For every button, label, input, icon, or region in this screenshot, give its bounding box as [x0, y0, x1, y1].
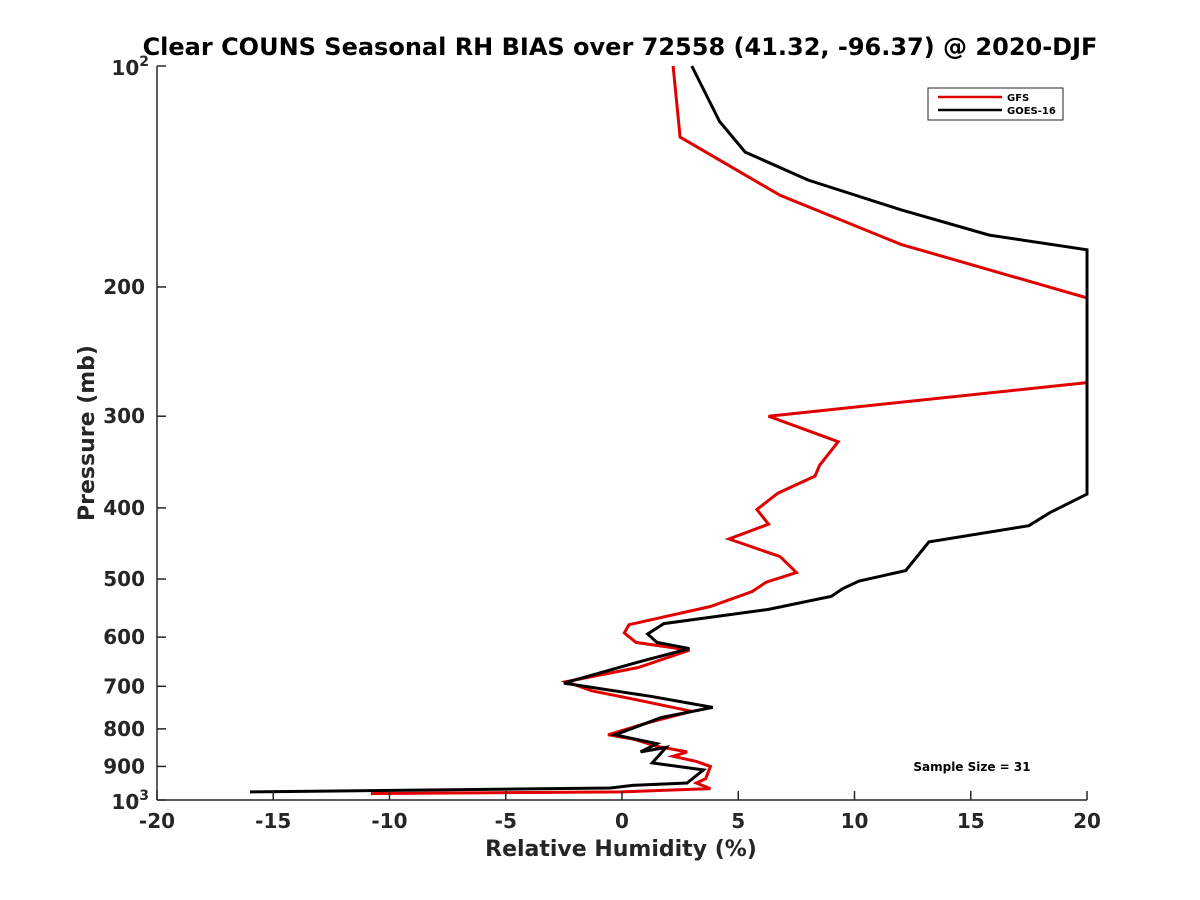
- y-axis-label: Pressure (mb): [75, 345, 100, 521]
- legend: GFS GOES-16: [927, 87, 1064, 121]
- y-tick-label: 103: [111, 788, 149, 814]
- series-layer: [249, 65, 1089, 796]
- x-tick-label: 5: [731, 809, 745, 833]
- x-tick-label: -10: [371, 809, 407, 833]
- x-tick-label: 10: [841, 809, 869, 833]
- y-tick-label: 300: [103, 404, 145, 428]
- x-tick-label: -15: [255, 809, 291, 833]
- x-ticks: -20 -15 -10 -5 0 5 10 15 20: [139, 791, 1101, 833]
- y-tick-label: 700: [103, 674, 145, 698]
- y-tick-label: 900: [103, 754, 145, 778]
- x-tick-label: -20: [139, 809, 175, 833]
- x-tick-label: -5: [495, 809, 517, 833]
- y-tick-label: 500: [103, 567, 145, 591]
- x-tick-label: 20: [1073, 809, 1101, 833]
- y-tick-label: 400: [103, 496, 145, 520]
- y-ticks: 102 200 300 400 500 600 700 800 900 103: [103, 54, 166, 814]
- sample-size-annotation: Sample Size = 31: [913, 760, 1030, 774]
- y-tick-label: 102: [111, 54, 149, 80]
- x-axis-label: Relative Humidity (%): [485, 837, 757, 862]
- x-tick-label: 15: [957, 809, 985, 833]
- plot-area: -20 -15 -10 -5 0 5 10 15 20 102 200 300 400 500 600 70…: [103, 54, 1101, 833]
- y-tick-label: 600: [103, 625, 145, 649]
- y-tick-label: 800: [103, 717, 145, 741]
- series-line-gfs: [370, 65, 1089, 796]
- legend-label-goes16: GOES-16: [1007, 106, 1056, 117]
- series-line-goes16: [249, 65, 1089, 794]
- legend-label-gfs: GFS: [1007, 93, 1029, 104]
- chart-title: Clear COUNS Seasonal RH BIAS over 72558 …: [143, 33, 1098, 61]
- legend-box: [927, 87, 1064, 121]
- y-tick-label: 200: [103, 275, 145, 299]
- x-tick-label: 0: [615, 809, 629, 833]
